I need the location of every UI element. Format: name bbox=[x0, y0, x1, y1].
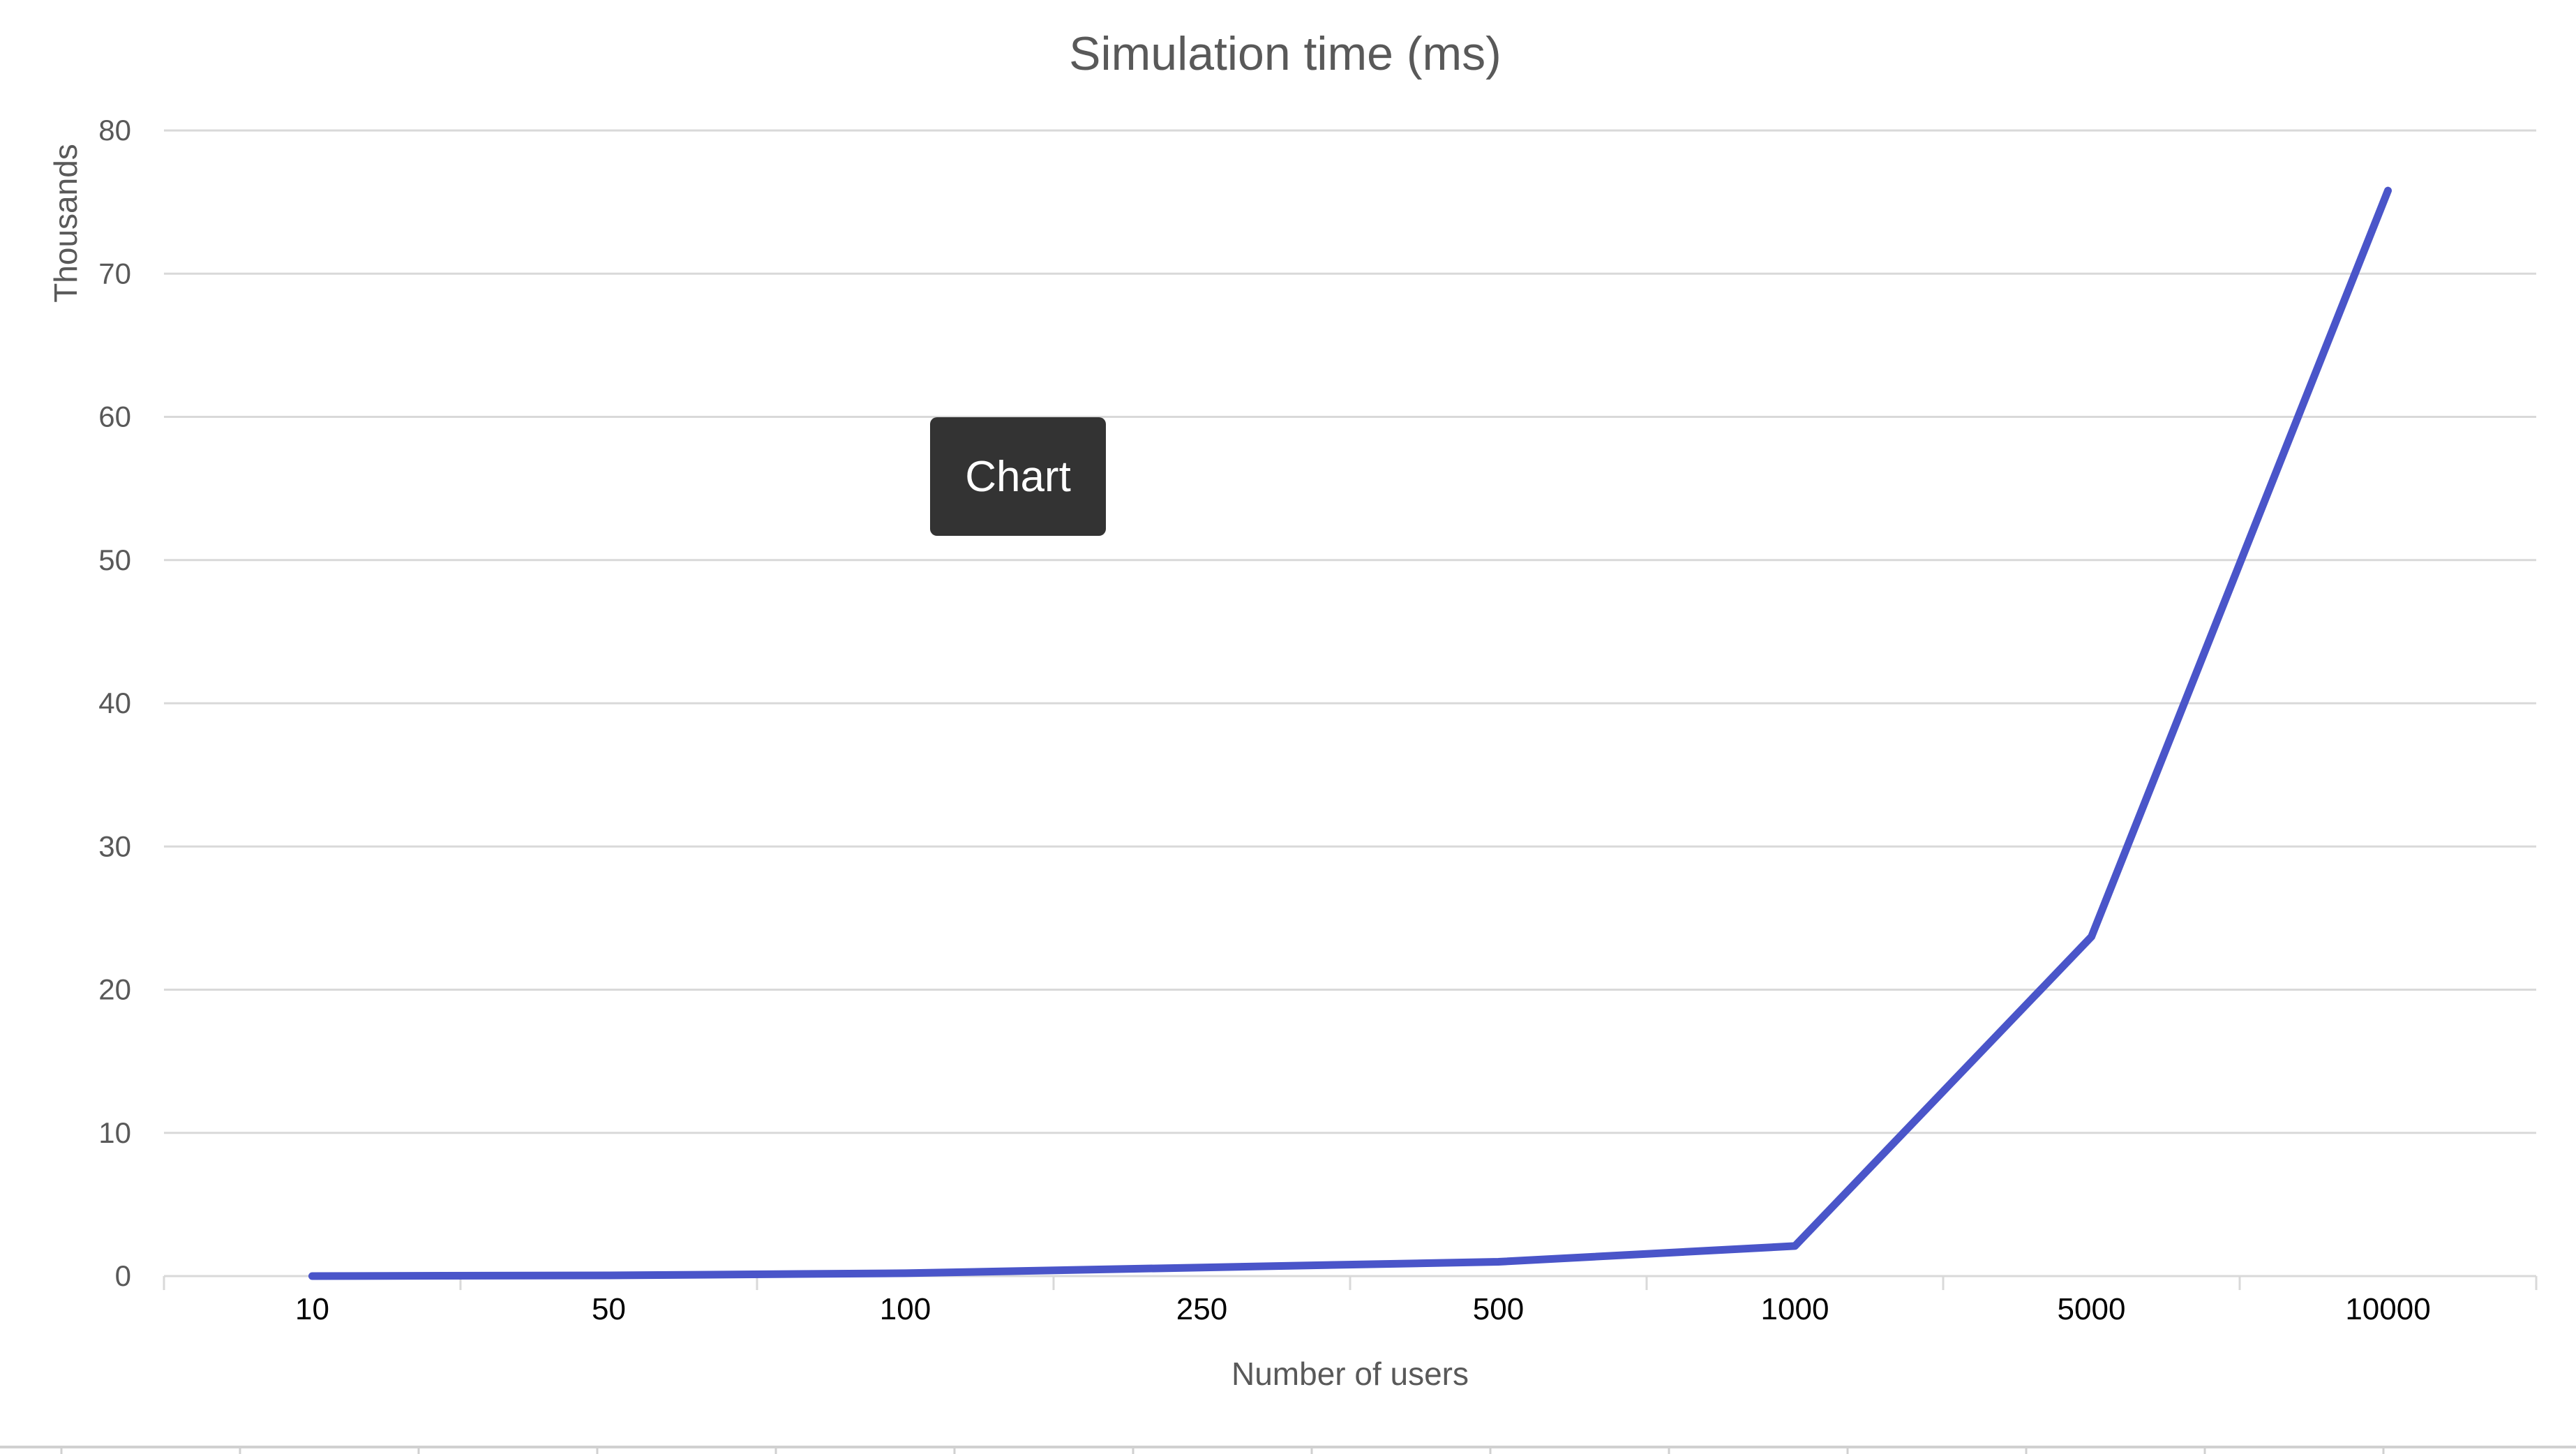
data-point bbox=[2091, 936, 2092, 938]
chart-tooltip: Chart bbox=[930, 417, 1106, 536]
x-tick-label: 1000 bbox=[1761, 1292, 1829, 1326]
y-axis-label: Thousands bbox=[47, 144, 84, 303]
x-tick-label: 250 bbox=[1176, 1292, 1227, 1326]
y-axis-ticks: 0 10 20 30 40 50 60 70 80 bbox=[98, 114, 131, 1292]
x-tick-label: 5000 bbox=[2058, 1292, 2126, 1326]
y-tick-label: 30 bbox=[98, 830, 131, 862]
y-tick-label: 80 bbox=[98, 114, 131, 147]
y-tick-label: 40 bbox=[98, 687, 131, 719]
x-tick-label: 50 bbox=[592, 1292, 626, 1326]
y-tick-label: 0 bbox=[115, 1259, 131, 1292]
x-tick-label: 10000 bbox=[2345, 1292, 2430, 1326]
y-tick-label: 70 bbox=[98, 257, 131, 290]
series-line bbox=[308, 186, 2392, 1280]
y-tick-label: 60 bbox=[98, 400, 131, 433]
y-tick-label: 50 bbox=[98, 544, 131, 576]
x-axis-label: Number of users bbox=[1231, 1356, 1469, 1392]
series-layer bbox=[308, 186, 2392, 1280]
data-point bbox=[1498, 1261, 1499, 1262]
data-point bbox=[1201, 1267, 1202, 1268]
x-tick-label: 10 bbox=[295, 1292, 329, 1326]
chart-title: Simulation time (ms) bbox=[1069, 27, 1502, 80]
y-tick-label: 10 bbox=[98, 1116, 131, 1149]
bottom-divider bbox=[0, 1446, 2576, 1454]
y-tick-label: 20 bbox=[98, 973, 131, 1006]
x-tick-label: 100 bbox=[880, 1292, 931, 1326]
data-point bbox=[312, 1275, 313, 1277]
x-axis: 10 50 100 250 500 1000 5000 10000 bbox=[163, 1275, 2538, 1326]
x-tick-label: 500 bbox=[1473, 1292, 1524, 1326]
gridlines bbox=[164, 129, 2536, 1134]
